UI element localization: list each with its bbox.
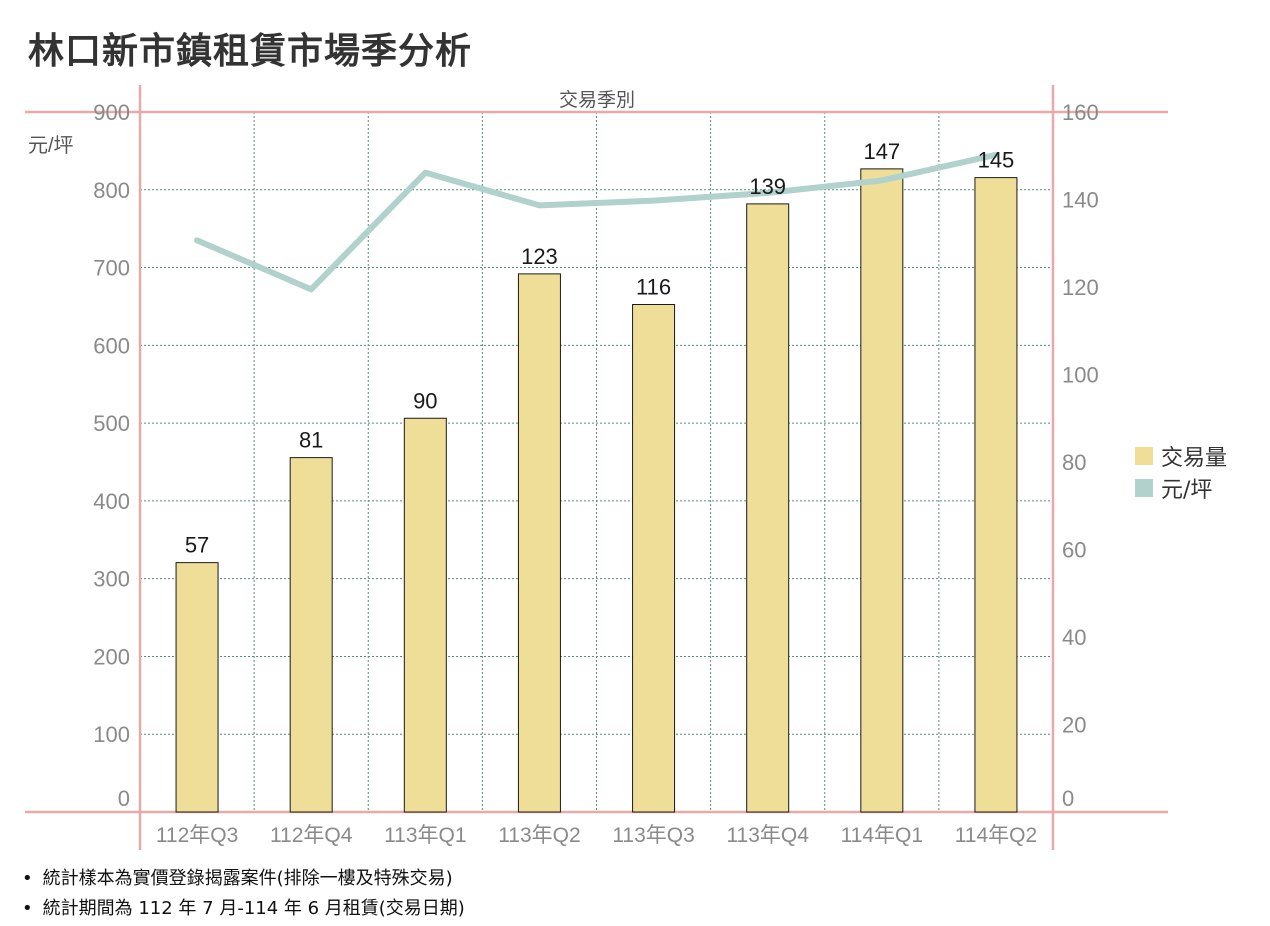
bar-value-label: 123 bbox=[521, 244, 558, 269]
left-tick-label: 200 bbox=[93, 644, 130, 669]
bar-value-label: 139 bbox=[749, 174, 786, 199]
left-tick-label: 800 bbox=[93, 178, 130, 203]
right-tick-label: 100 bbox=[1062, 363, 1099, 388]
right-tick-label: 60 bbox=[1062, 538, 1086, 563]
left-tick-label: 600 bbox=[93, 333, 130, 358]
category-label: 113年Q2 bbox=[498, 824, 581, 847]
line-point bbox=[881, 179, 883, 181]
left-tick-label: 0 bbox=[118, 786, 130, 811]
right-tick-label: 140 bbox=[1062, 188, 1099, 213]
bar bbox=[632, 304, 676, 813]
legend-item-line: 元/坪 bbox=[1135, 472, 1227, 504]
line-point bbox=[196, 239, 198, 241]
bar-value-label: 116 bbox=[636, 275, 671, 300]
left-tick-label: 400 bbox=[93, 489, 130, 514]
line-point bbox=[424, 172, 426, 174]
right-tick-label: 80 bbox=[1062, 450, 1086, 475]
right-tick-label: 40 bbox=[1062, 625, 1086, 650]
left-tick-label: 500 bbox=[93, 411, 130, 436]
tick-labels: 0 100 200 300 400 500 600 700 800 900 0 20 40 60 80 100… bbox=[93, 100, 1098, 847]
line-point bbox=[995, 154, 997, 156]
line-point bbox=[653, 200, 655, 202]
legend-swatch-bar bbox=[1135, 447, 1153, 465]
note-item: 統計期間為 112 年 7 月-114 年 6 月租賃(交易日期) bbox=[22, 894, 465, 924]
y-axis-label: 元/坪 bbox=[28, 134, 74, 157]
category-label: 114年Q1 bbox=[841, 824, 924, 847]
bar bbox=[175, 562, 219, 813]
bar-value-label: 90 bbox=[413, 388, 437, 413]
line-series bbox=[194, 151, 999, 293]
bar bbox=[746, 203, 790, 813]
data-labels: 57 81 90 123 116 139 147 145 bbox=[185, 139, 1014, 558]
category-label: 114年Q2 bbox=[955, 824, 1038, 847]
legend-item-bar: 交易量 bbox=[1135, 440, 1227, 472]
x-axis-label: 交易季別 bbox=[559, 89, 635, 111]
notes-list: 統計樣本為實價登錄揭露案件(排除一樓及特殊交易) 統計期間為 112 年 7 月… bbox=[22, 864, 465, 924]
category-label: 112年Q4 bbox=[270, 824, 353, 847]
category-label: 113年Q3 bbox=[612, 824, 695, 847]
chart-title: 林口新市鎮租賃市場季分析 bbox=[28, 31, 473, 72]
bar bbox=[289, 457, 333, 813]
bar bbox=[860, 168, 904, 813]
left-tick-label: 100 bbox=[93, 722, 130, 747]
left-tick-label: 900 bbox=[93, 100, 130, 125]
bar bbox=[403, 417, 447, 813]
line-point bbox=[767, 192, 769, 194]
line-point bbox=[538, 204, 540, 206]
legend-label-line: 元/坪 bbox=[1161, 478, 1213, 503]
category-label: 112年Q3 bbox=[156, 824, 239, 847]
category-label: 113年Q4 bbox=[726, 824, 809, 847]
left-tick-label: 300 bbox=[93, 567, 130, 592]
category-label: 113年Q1 bbox=[384, 824, 467, 847]
legend-swatch-line bbox=[1135, 479, 1153, 497]
right-tick-label: 120 bbox=[1062, 275, 1099, 300]
bar bbox=[517, 273, 561, 813]
bar-value-label: 147 bbox=[863, 139, 900, 164]
right-tick-label: 20 bbox=[1062, 713, 1086, 738]
bar bbox=[974, 177, 1018, 813]
bar-value-label: 145 bbox=[978, 148, 1015, 173]
right-tick-label: 0 bbox=[1062, 786, 1074, 811]
right-tick-label: 160 bbox=[1062, 100, 1099, 125]
grid-lines bbox=[140, 111, 1053, 812]
bar-value-label: 81 bbox=[299, 428, 323, 453]
legend: 交易量 元/坪 bbox=[1135, 440, 1227, 504]
note-item: 統計樣本為實價登錄揭露案件(排除一樓及特殊交易) bbox=[22, 864, 465, 894]
bar-series bbox=[175, 168, 1018, 813]
price-line bbox=[194, 151, 999, 293]
left-tick-label: 700 bbox=[93, 256, 130, 281]
bar-value-label: 57 bbox=[185, 533, 209, 558]
legend-label-bar: 交易量 bbox=[1161, 446, 1228, 471]
line-point bbox=[310, 288, 312, 290]
